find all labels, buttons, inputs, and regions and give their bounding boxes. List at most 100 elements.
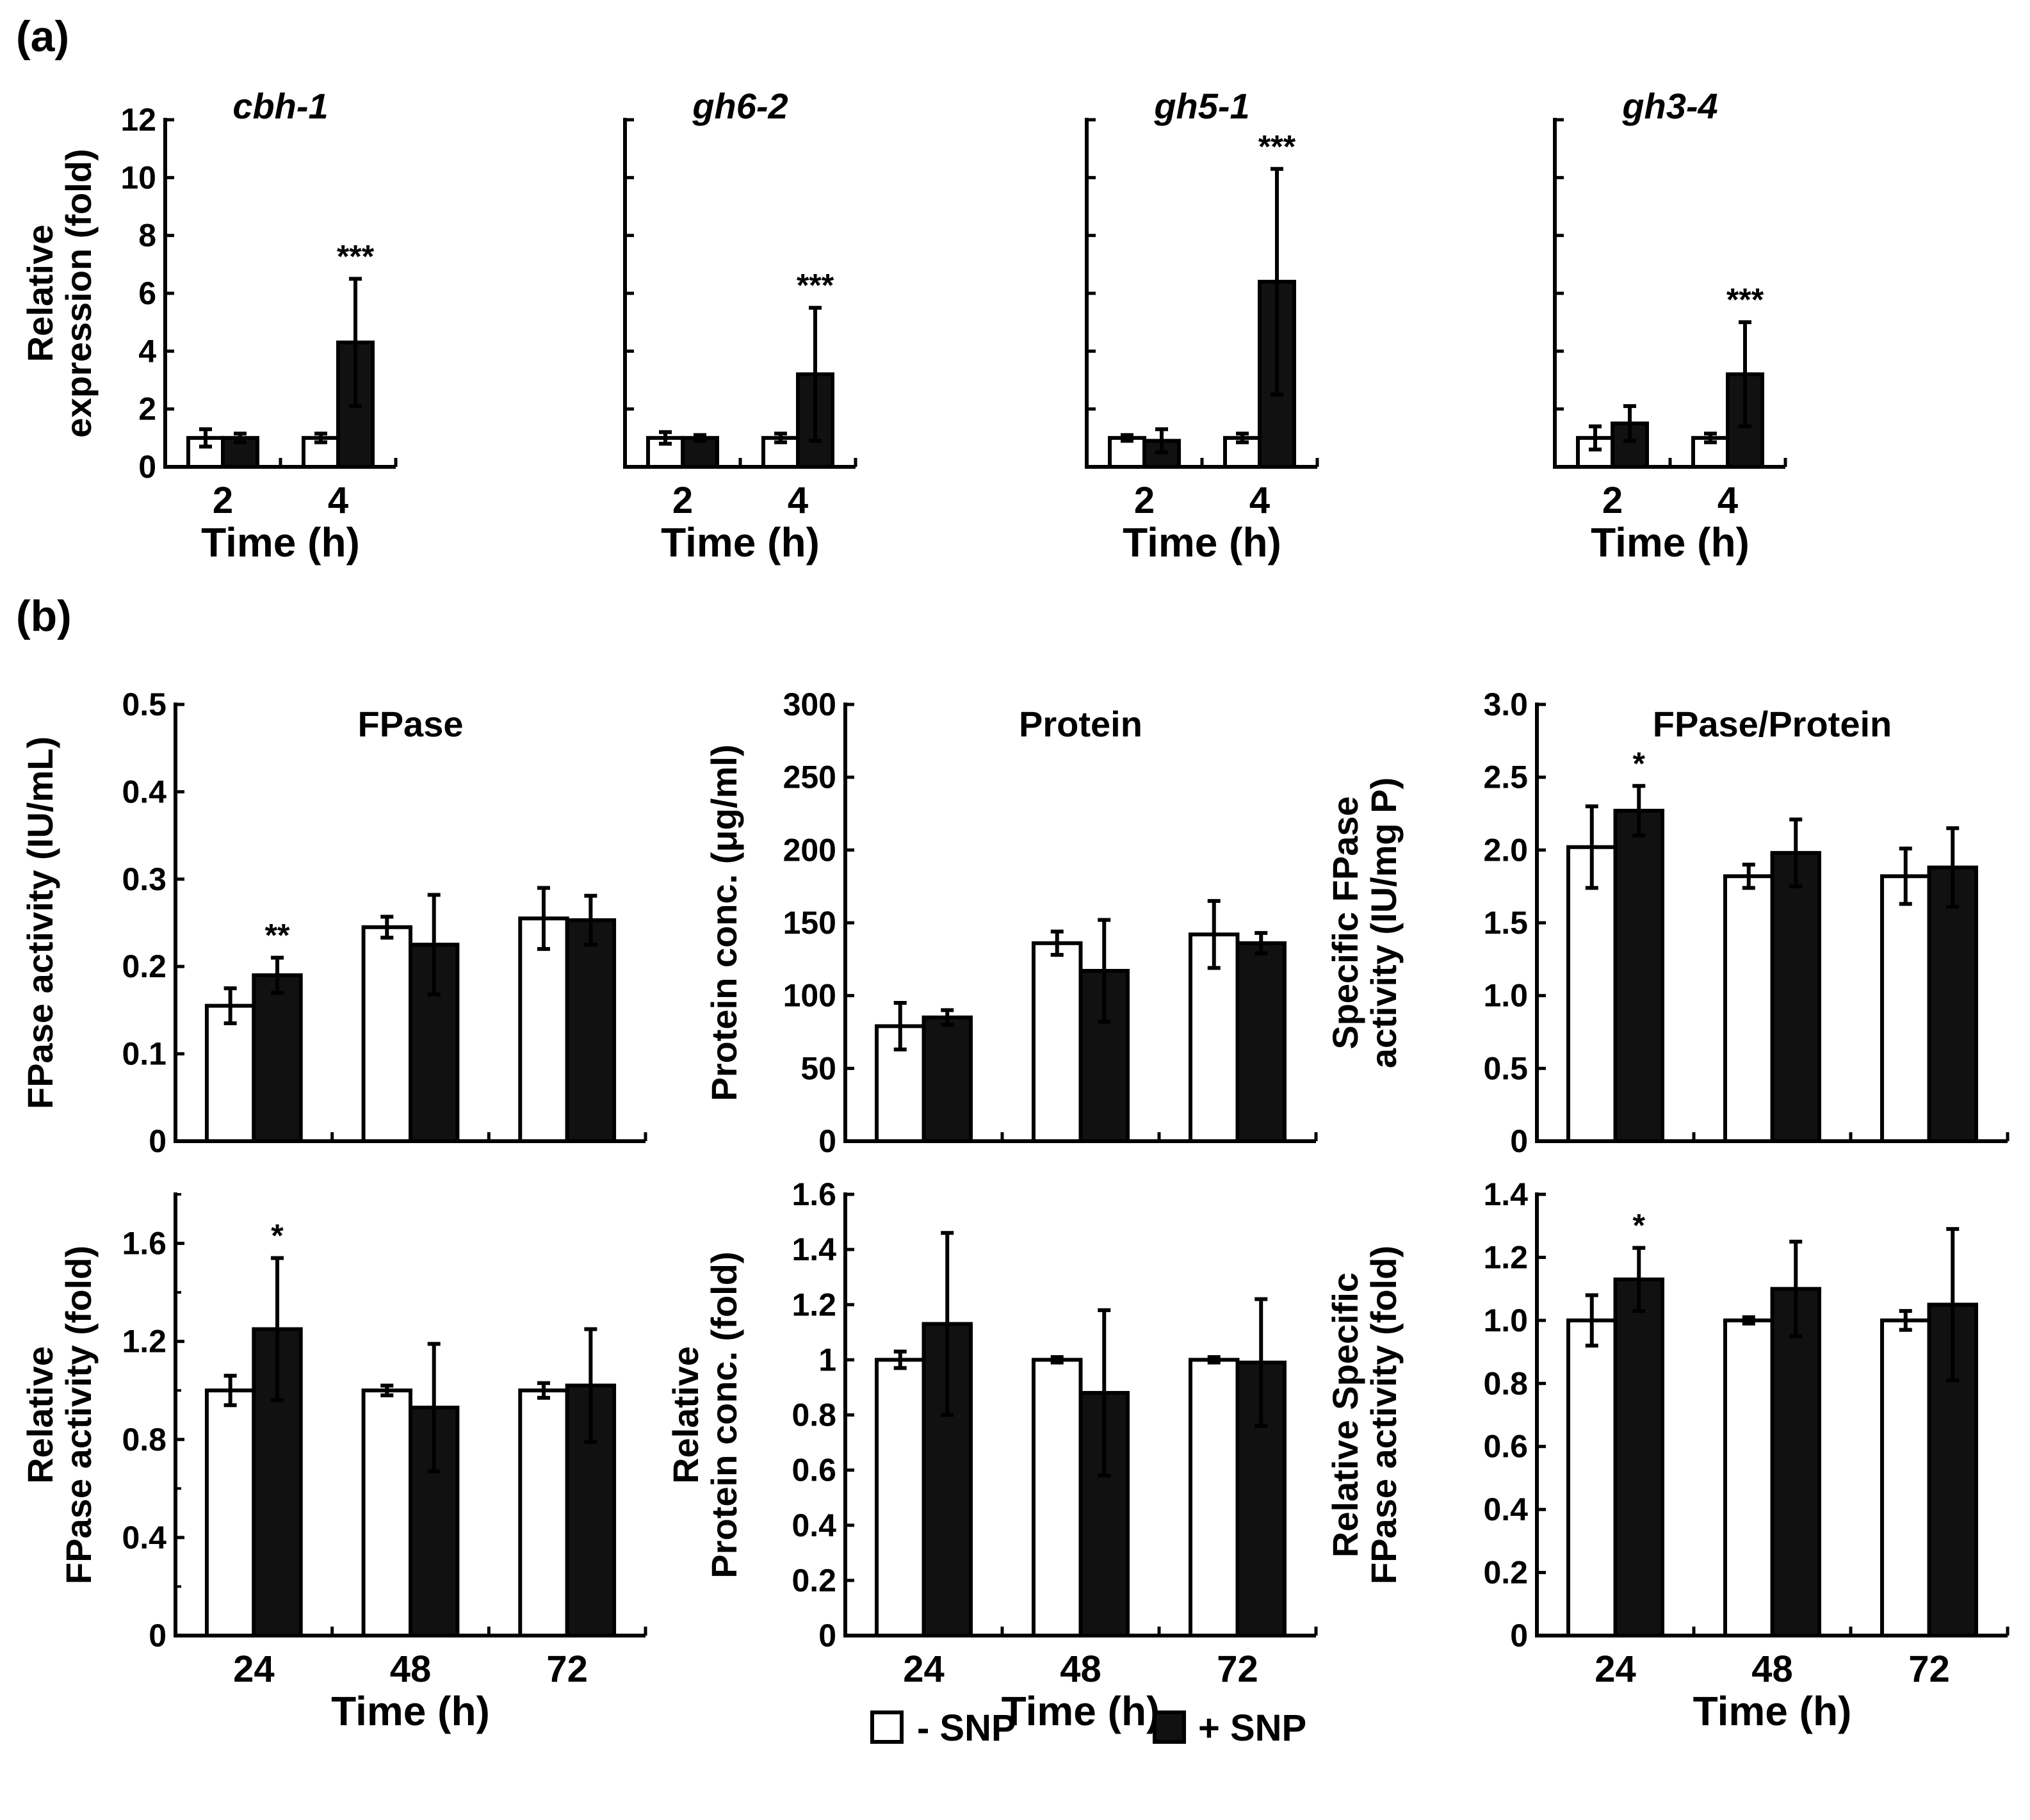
y-tick-label-b4-2: 0.8 (122, 1422, 166, 1458)
bar-b2-s0-c1 (1032, 941, 1083, 1143)
legend-swatch-minus-snp (870, 1710, 904, 1744)
x-tick-label-a3-0: 2 (1134, 480, 1155, 521)
x-tick-label-a1-0: 2 (213, 480, 233, 521)
bar-b1-s1-c2 (565, 918, 617, 1143)
y-axis-label-b1-0: FPase activity (IU/mL) (20, 736, 60, 1109)
bar-b1-s0-c1 (361, 925, 412, 1143)
x-axis-label-a3: Time (h) (1123, 519, 1281, 565)
bar-b4-s0-c0 (204, 1388, 256, 1637)
bar-b1-s1-c0 (252, 973, 303, 1143)
x-axis-label-b6: Time (h) (1693, 1688, 1852, 1734)
significance-a2-0: *** (797, 268, 834, 304)
y-tick-label-b6-2: 0.4 (1483, 1491, 1528, 1527)
x-tick-label-a4-1: 4 (1717, 480, 1738, 521)
x-tick-label-b4-2: 72 (546, 1648, 588, 1690)
bar-b3-s0-c2 (1880, 874, 1931, 1143)
y-tick-label-b5-7: 1.4 (792, 1231, 836, 1267)
y-tick-label-b3-2: 1.0 (1483, 978, 1528, 1014)
y-axis-label-b5-0: Relative (665, 1346, 706, 1484)
y-tick-label-b2-0: 0 (818, 1123, 836, 1159)
y-tick-label-a1-1: 2 (138, 391, 156, 427)
y-axis-label-a1-1: expression (fold) (58, 149, 99, 437)
y-tick-label-b3-6: 3.0 (1483, 687, 1528, 722)
x-tick-label-b4-0: 24 (233, 1648, 275, 1690)
chart-b2: 0 50 100 150 200 250 300 Protein Protein conc. (… (704, 687, 1318, 1159)
y-tick-label-b5-5: 1 (818, 1342, 836, 1377)
y-tick-label-b5-4: 0.8 (792, 1397, 836, 1433)
panel-b-label: (b) (16, 592, 72, 640)
y-tick-label-b4-3: 1.2 (122, 1324, 166, 1360)
chart-title-a2: gh6-2 (692, 86, 788, 126)
y-axis-label-b6-0: Relative Specific (1325, 1272, 1365, 1557)
x-tick-label-b6-1: 48 (1751, 1648, 1793, 1690)
y-tick-label-b3-1: 0.5 (1483, 1050, 1528, 1086)
y-tick-label-b6-5: 1.0 (1483, 1303, 1528, 1338)
y-axis-label-b4-1: FPase activity (fold) (58, 1246, 99, 1584)
significance-a3-0: *** (1258, 129, 1296, 165)
y-tick-label-a1-0: 0 (138, 449, 156, 485)
y-tick-label-b3-4: 2.0 (1483, 832, 1528, 868)
bar-b5-s0-c2 (1189, 1358, 1240, 1637)
bar-b6-s0-c2 (1880, 1318, 1931, 1638)
significance-a1-0: *** (337, 238, 375, 274)
y-tick-label-b2-3: 150 (783, 905, 836, 941)
y-tick-label-b5-0: 0 (818, 1618, 836, 1653)
y-axis-label-b5-1: Protein conc. (fold) (704, 1251, 744, 1578)
y-tick-label-b2-2: 100 (783, 978, 836, 1014)
bar-b6-s1-c1 (1770, 1287, 1821, 1637)
bar-b4-s0-c2 (518, 1388, 569, 1637)
y-tick-label-b1-4: 0.4 (122, 774, 166, 809)
y-tick-label-b2-5: 250 (783, 760, 836, 795)
bar-b3-s0-c1 (1723, 874, 1774, 1143)
y-tick-label-b5-1: 0.2 (792, 1563, 836, 1598)
y-tick-label-a1-6: 12 (120, 102, 156, 138)
x-tick-label-b5-0: 24 (903, 1648, 945, 1690)
y-tick-label-b5-6: 1.2 (792, 1287, 836, 1322)
y-tick-label-b1-1: 0.1 (122, 1036, 166, 1072)
significance-a4-0: *** (1726, 282, 1764, 318)
y-tick-label-b5-8: 1.6 (792, 1176, 836, 1212)
bar-b1-s0-c0 (204, 1003, 256, 1143)
chart-b5: 0 0.2 0.4 0.6 0.8 1 1.2 1.4 1.6 24 48 72 Time (h) Rel… (665, 1176, 1318, 1734)
y-axis-label-b3-0: Specific FPase (1325, 796, 1365, 1049)
chart-title-b2: Protein (1019, 704, 1142, 744)
significance-b1-0: ** (265, 918, 290, 954)
y-tick-label-b5-2: 0.4 (792, 1507, 836, 1543)
y-tick-label-b3-0: 0 (1510, 1123, 1528, 1159)
chart-b3: * 0 0.5 1.0 1.5 2.0 2.5 3.0 FPase/Protein Specifi… (1325, 687, 2010, 1159)
x-axis-label-b4: Time (h) (331, 1688, 490, 1734)
chart-title-a3: gh5-1 (1153, 86, 1249, 126)
y-axis-label-b2-0: Protein conc. (μg/ml) (704, 745, 744, 1101)
bar-b4-s0-c1 (361, 1388, 412, 1637)
y-tick-label-b6-4: 0.8 (1483, 1365, 1528, 1401)
chart-title-b1: FPase (358, 704, 464, 744)
chart-b4: * 0 0.4 0.8 1.2 1.6 24 48 72 Time (h) RelativeFPas… (20, 1192, 647, 1734)
bar-b2-s1-c2 (1235, 941, 1287, 1143)
bar-b3-s0-c0 (1566, 845, 1618, 1143)
y-tick-label-b2-1: 50 (800, 1050, 836, 1086)
significance-b4-0: * (271, 1218, 284, 1254)
legend-label-plus-snp: + SNP (1198, 1707, 1306, 1749)
y-tick-label-b3-3: 1.5 (1483, 905, 1528, 941)
bar-b5-s0-c0 (875, 1358, 926, 1637)
y-tick-label-b6-6: 1.2 (1483, 1239, 1528, 1275)
x-tick-label-a2-1: 4 (788, 480, 808, 521)
y-axis-label-a1-0: Relative (20, 225, 60, 362)
bar-b6-s1-c0 (1613, 1277, 1664, 1637)
chart-b1: ** 0 0.1 0.2 0.3 0.4 0.5 FPase FPase activity (I… (20, 687, 647, 1159)
legend: - SNP + SNP (870, 1707, 1306, 1749)
x-tick-label-a2-0: 2 (672, 480, 693, 521)
bar-b3-s1-c0 (1613, 808, 1664, 1144)
y-tick-label-b2-6: 300 (783, 687, 836, 722)
y-tick-label-b3-5: 2.5 (1483, 760, 1528, 795)
legend-label-minus-snp: - SNP (917, 1707, 1016, 1749)
x-tick-label-a3-1: 4 (1249, 480, 1270, 521)
x-tick-label-b5-2: 72 (1217, 1648, 1258, 1690)
y-tick-label-b6-3: 0.6 (1483, 1429, 1528, 1465)
y-tick-label-b6-1: 0.2 (1483, 1555, 1528, 1591)
y-tick-label-a1-4: 8 (138, 218, 156, 254)
